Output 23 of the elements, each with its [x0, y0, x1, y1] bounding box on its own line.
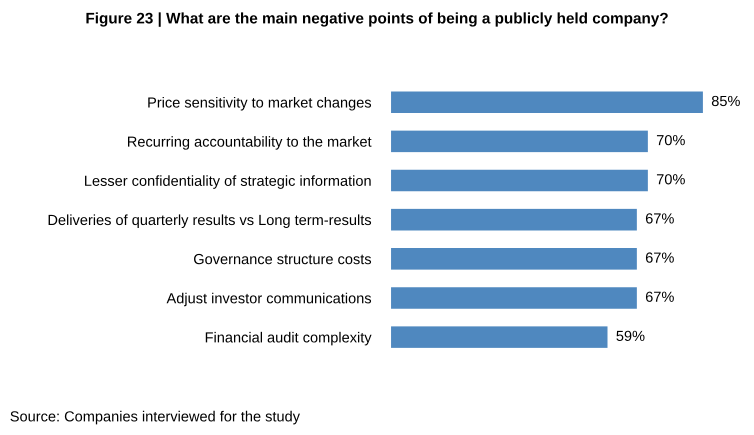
- data-label: 85%: [712, 96, 740, 106]
- y-tick-label: Price sensitivity to market changes: [148, 96, 372, 111]
- bar: [391, 208, 637, 230]
- data-label: 59%: [616, 330, 645, 342]
- y-tick-label: Deliveries of quarterly results vs Long term-results: [48, 214, 372, 228]
- bar: [391, 130, 648, 152]
- data-label: 67%: [646, 213, 674, 224]
- data-label: 67%: [646, 292, 674, 302]
- bar: [391, 91, 703, 113]
- source-note: Source: Companies interviewed for the study: [10, 410, 300, 424]
- y-tick-label: Lesser confidentiality of strategic information: [85, 175, 371, 189]
- bar: [391, 287, 637, 309]
- bar: [391, 248, 637, 270]
- y-tick-label: Adjust investor communications: [166, 292, 372, 306]
- y-tick-label: Recurring accountability to the market: [128, 136, 372, 150]
- bar: [391, 326, 608, 348]
- chart-title: Figure 23 | What are the main negative points of being a publicly held company?: [86, 12, 668, 27]
- bar: [391, 170, 648, 192]
- y-tick-label: Financial audit complexity: [206, 332, 372, 346]
- data-label: 67%: [646, 252, 674, 263]
- data-label: 70%: [656, 174, 685, 184]
- y-tick-label: Governance structure costs: [194, 254, 372, 264]
- data-label: 70%: [656, 134, 685, 146]
